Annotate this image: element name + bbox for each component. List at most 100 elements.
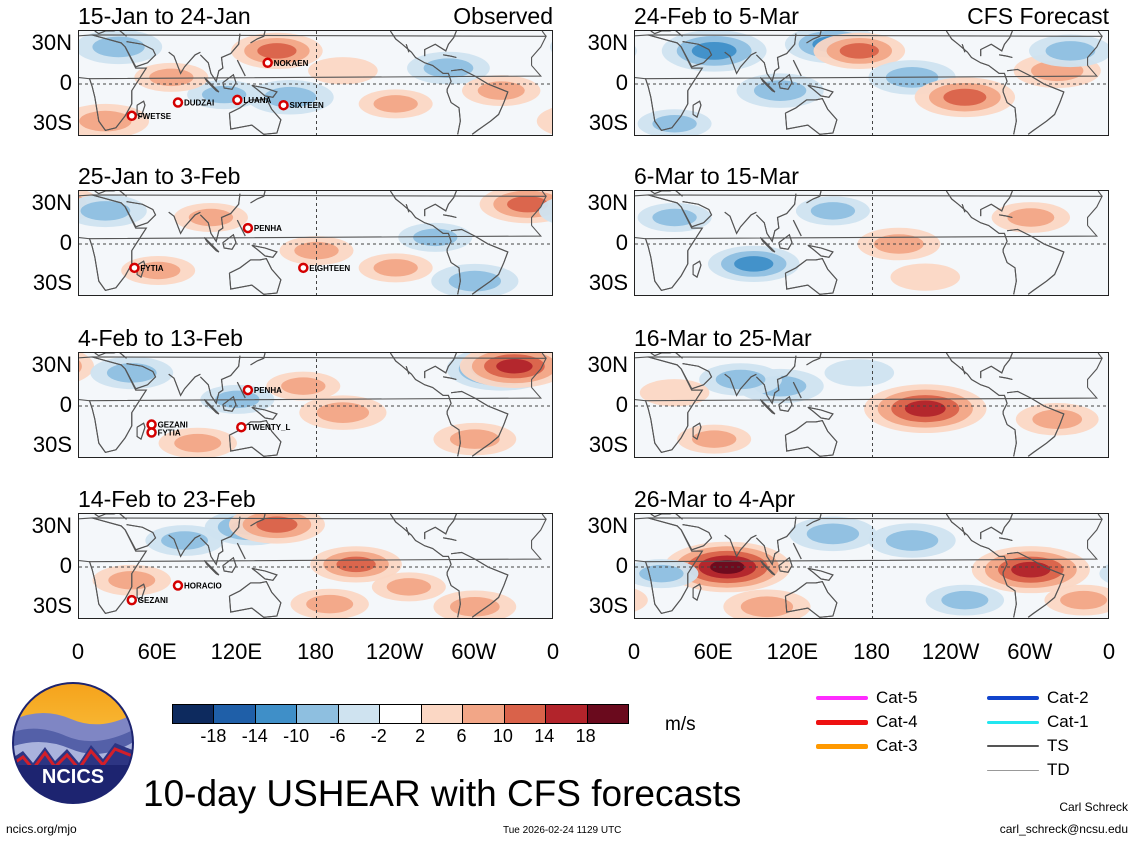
colorbar-tick-label: -6 xyxy=(329,726,346,746)
figure-title: 10-day USHEAR with CFS forecasts xyxy=(143,773,742,814)
storm-marker xyxy=(129,262,140,274)
coastline xyxy=(680,41,713,68)
coastline xyxy=(199,516,241,566)
coastline xyxy=(250,31,266,44)
coastline xyxy=(136,422,146,440)
field-anomaly xyxy=(810,202,856,220)
coastline xyxy=(692,583,702,601)
legend-line xyxy=(816,719,868,725)
field-anomaly xyxy=(652,208,697,227)
field-anomaly xyxy=(824,359,895,387)
coastline xyxy=(443,214,457,219)
field-anomaly xyxy=(449,429,500,449)
storm-marker xyxy=(232,94,243,106)
coastline xyxy=(88,34,547,131)
lat-tick-label: 0 xyxy=(615,230,628,255)
coastline xyxy=(755,516,797,566)
coastline xyxy=(1007,68,1065,135)
shear-map: PENHA FYTIA EIGHTEEN xyxy=(78,190,553,296)
coastline xyxy=(405,204,410,213)
coastline xyxy=(1007,228,1065,295)
coastline xyxy=(136,260,146,278)
coastline xyxy=(945,514,1017,618)
field-anomaly xyxy=(256,516,298,533)
coastline xyxy=(980,514,1013,540)
coastline xyxy=(541,31,547,37)
field-anomaly xyxy=(386,578,432,596)
coastline xyxy=(389,353,461,457)
legend-label: TS xyxy=(1047,736,1069,755)
storm-marker xyxy=(242,222,254,234)
coastline xyxy=(88,517,547,614)
coastline xyxy=(1007,551,1065,618)
field-anomaly xyxy=(306,594,354,614)
coastline xyxy=(124,524,157,551)
field-anomaly xyxy=(1032,409,1083,430)
coastline xyxy=(755,193,797,243)
field-anomaly xyxy=(753,80,807,101)
coastline xyxy=(1007,390,1065,457)
author-email[interactable]: carl_schreck@ncsu.edu xyxy=(999,822,1128,836)
colorbar-unit: m/s xyxy=(665,714,696,735)
colorbar-swatch xyxy=(504,705,547,723)
storm-label: SIXTEEN xyxy=(290,101,324,110)
colorbar-swatch xyxy=(380,705,422,723)
colorbar-tick-label: 2 xyxy=(415,726,426,746)
coastline xyxy=(759,398,776,415)
coastline xyxy=(168,373,201,397)
lat-tick-label: 0 xyxy=(615,70,628,95)
coastline xyxy=(1097,353,1103,359)
field-anomaly xyxy=(373,95,418,113)
coastline xyxy=(136,583,146,601)
lat-tick-label: 30S xyxy=(32,431,72,457)
url-link[interactable]: ncics.org/mjo xyxy=(6,822,77,836)
colorbar-tick-label: 18 xyxy=(575,726,596,746)
coastline xyxy=(980,31,1013,57)
coastline xyxy=(199,355,241,405)
coastline xyxy=(945,31,1017,135)
storm-marker xyxy=(262,57,273,69)
coastline xyxy=(424,353,457,379)
coastline xyxy=(222,73,237,90)
coastline xyxy=(807,84,834,98)
storm-label: GEZANI xyxy=(138,596,168,605)
field-anomaly xyxy=(477,81,525,100)
field-anomaly xyxy=(496,359,533,374)
coastline xyxy=(680,524,713,551)
timestamp: Tue 2026-02-24 1129 UTC xyxy=(503,825,622,836)
lon-tick-label: 0 xyxy=(546,639,560,664)
coastline xyxy=(961,44,966,53)
lat-tick-label: 0 xyxy=(615,392,628,417)
field-anomaly xyxy=(691,430,737,448)
field-anomaly xyxy=(635,588,648,612)
lon-tick-label: 120W xyxy=(365,639,424,664)
field-anomaly xyxy=(423,58,474,78)
lat-tick-label: 0 xyxy=(59,70,72,95)
coastline xyxy=(94,353,127,359)
shear-map: HORACIO GEZANI xyxy=(78,513,553,619)
coastline xyxy=(644,34,1103,131)
coastline xyxy=(250,191,266,204)
lat-tick-label: 30N xyxy=(587,352,628,378)
lon-tick-label: 0 xyxy=(627,639,641,664)
lon-tick-label: 60E xyxy=(137,639,177,664)
coastline xyxy=(443,54,457,59)
field-anomaly xyxy=(1045,41,1096,61)
coastline xyxy=(644,517,1103,614)
coastline xyxy=(94,514,127,520)
lat-tick-label: 30S xyxy=(32,269,72,295)
lon-tick-label: 60W xyxy=(1007,639,1053,664)
coastline xyxy=(251,84,278,98)
panel-period: 6-Mar to 15-Mar xyxy=(634,163,799,189)
coastline xyxy=(250,353,266,366)
field-anomaly xyxy=(79,110,132,132)
lat-tick-label: 30N xyxy=(31,352,72,378)
field-anomaly xyxy=(715,369,766,390)
coastline xyxy=(961,204,966,213)
coastline xyxy=(236,542,246,560)
storm-marker xyxy=(172,580,184,591)
storm-label: DUDZAI xyxy=(184,99,214,108)
lon-tick-label: 180 xyxy=(297,639,334,664)
coastline xyxy=(222,395,237,412)
coastline xyxy=(759,559,776,576)
